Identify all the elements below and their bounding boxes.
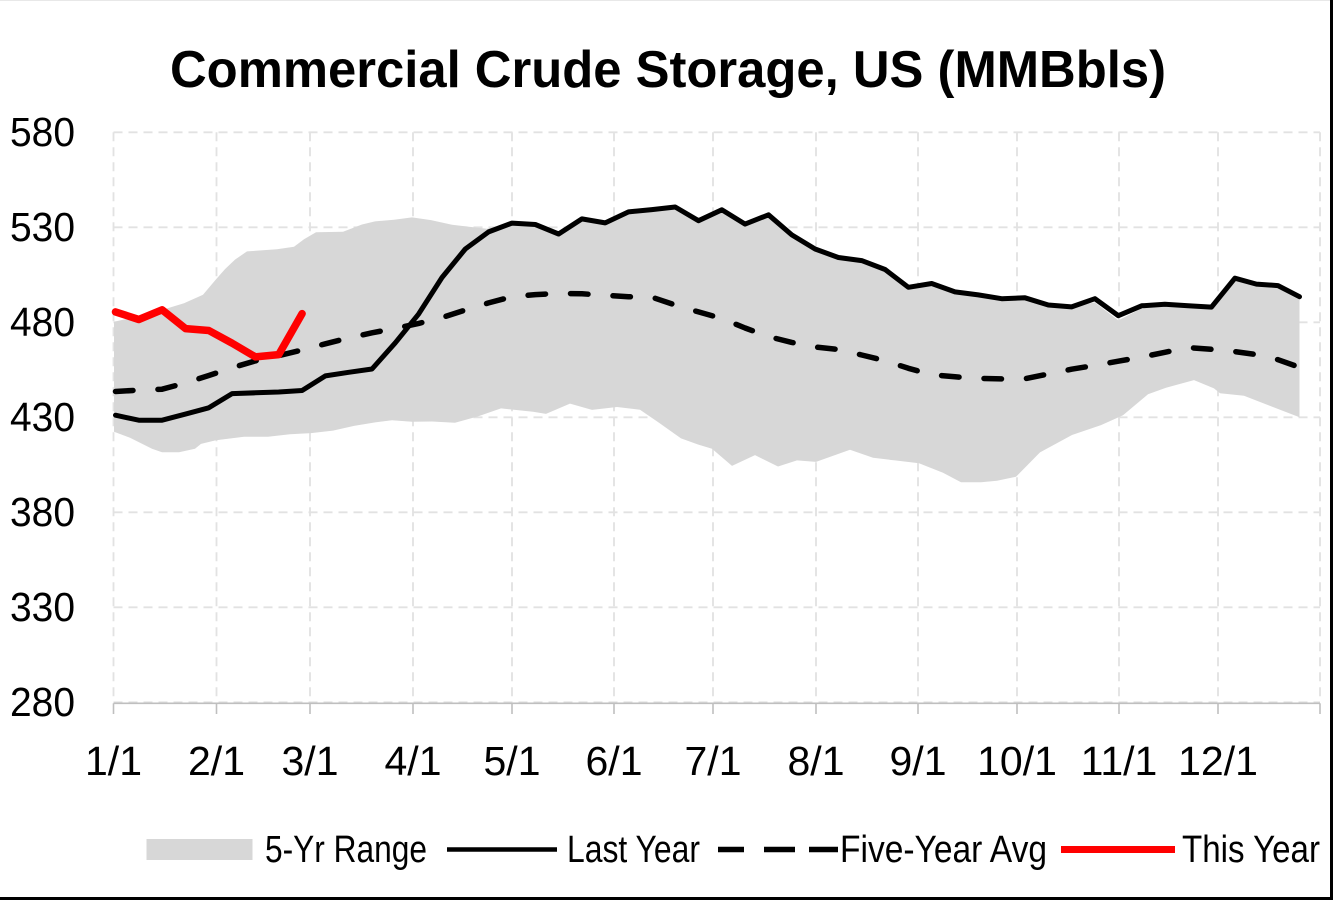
svg-text:3/1: 3/1	[282, 738, 339, 784]
svg-text:Five-Year Avg: Five-Year Avg	[840, 829, 1047, 871]
svg-text:480: 480	[10, 299, 75, 345]
svg-text:7/1: 7/1	[685, 738, 742, 784]
svg-text:1/1: 1/1	[85, 738, 142, 784]
svg-text:11/1: 11/1	[1081, 738, 1158, 784]
svg-text:8/1: 8/1	[788, 738, 845, 784]
svg-text:430: 430	[10, 394, 75, 440]
svg-text:9/1: 9/1	[890, 738, 947, 784]
svg-text:380: 380	[10, 489, 75, 535]
svg-text:280: 280	[10, 679, 75, 725]
svg-text:580: 580	[10, 109, 75, 155]
svg-text:5-Yr Range: 5-Yr Range	[265, 829, 427, 871]
svg-text:6/1: 6/1	[586, 738, 643, 784]
svg-text:530: 530	[10, 204, 75, 250]
svg-text:Commercial Crude Storage, US (: Commercial Crude Storage, US (MMBbls)	[170, 41, 1166, 99]
svg-text:This Year: This Year	[1182, 829, 1320, 871]
svg-text:Last Year: Last Year	[567, 829, 700, 871]
svg-text:5/1: 5/1	[484, 738, 541, 784]
svg-text:330: 330	[10, 584, 75, 630]
svg-text:4/1: 4/1	[385, 738, 442, 784]
svg-text:2/1: 2/1	[188, 738, 245, 784]
svg-text:12/1: 12/1	[1178, 738, 1258, 784]
svg-text:10/1: 10/1	[977, 738, 1057, 784]
